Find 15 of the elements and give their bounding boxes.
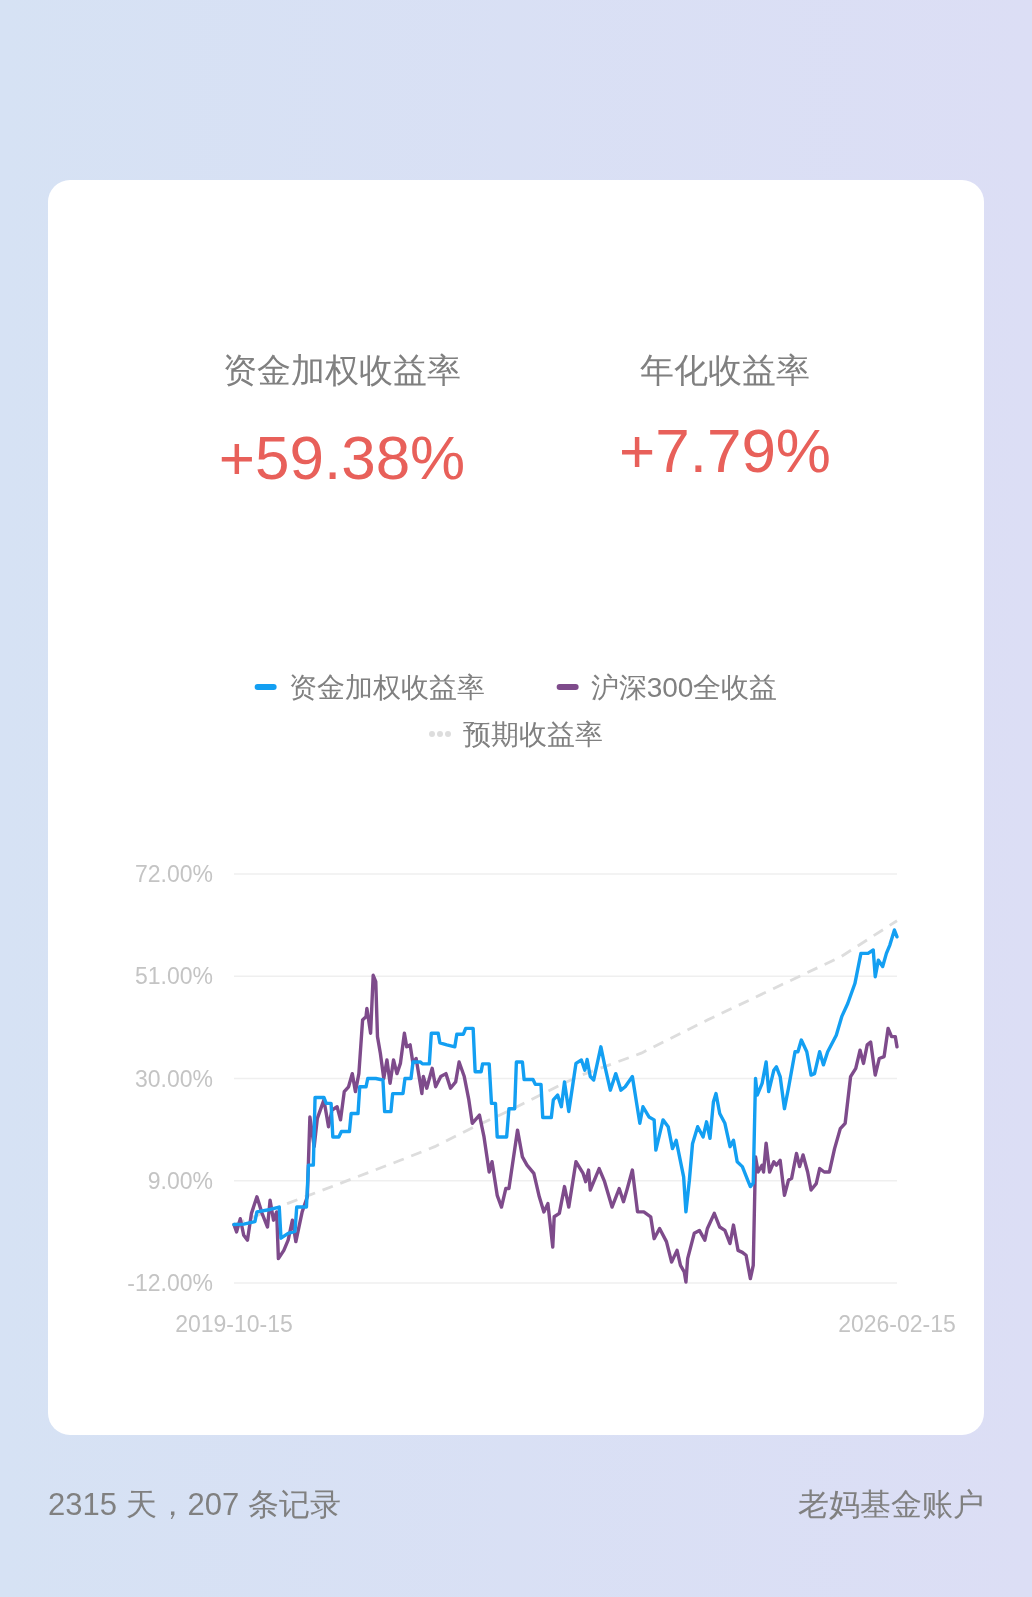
annotation: +59.38% bbox=[218, 422, 466, 492]
annotation: 2315 天，207 条记录 bbox=[48, 1486, 341, 1522]
legend-label: 沪深300全收益 bbox=[590, 671, 778, 703]
legend-label: 预期收益率 bbox=[463, 718, 603, 750]
y-tick-label: 72.00% bbox=[135, 861, 213, 887]
y-tick-label: 9.00% bbox=[147, 1167, 213, 1194]
y-tick-label: 51.00% bbox=[135, 963, 213, 990]
annotation: 老妈基金账户 bbox=[798, 1486, 984, 1522]
x-tick-label: 2019-10-15 bbox=[175, 1311, 293, 1337]
y-tick-label: -12.00% bbox=[127, 1270, 213, 1296]
y-tick-label: 30.00% bbox=[135, 1065, 213, 1092]
annotation: +7.79% bbox=[619, 415, 831, 485]
annotation: 年化收益率 bbox=[640, 351, 810, 389]
x-tick-label: 2026-02-15 bbox=[838, 1311, 956, 1337]
annotation: 资金加权收益率 bbox=[223, 351, 461, 389]
